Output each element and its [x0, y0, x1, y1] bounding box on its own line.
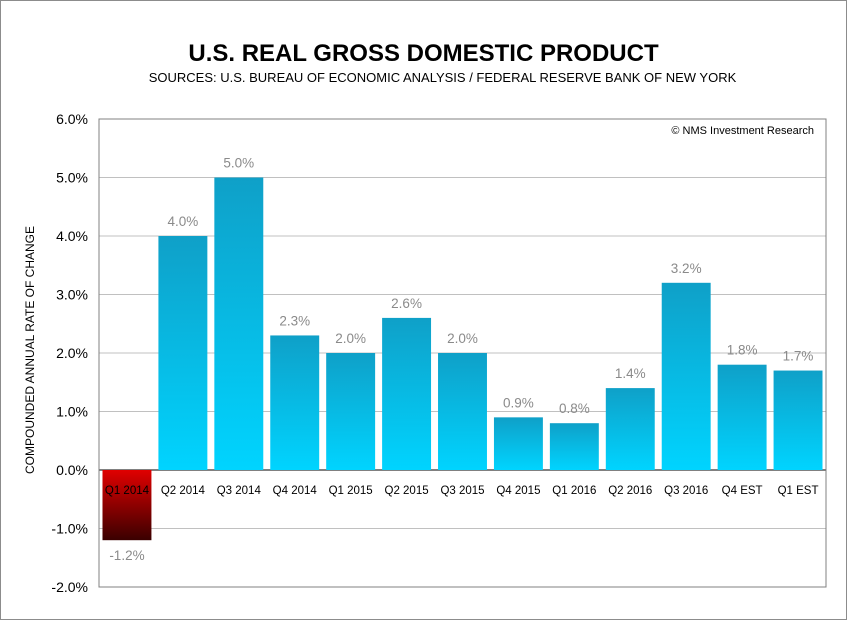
bar-q1-2014 — [102, 470, 152, 541]
chart-subtitle: SOURCES: U.S. BUREAU OF ECONOMIC ANALYSI… — [148, 70, 737, 85]
bar-q3-2014 — [214, 177, 264, 470]
y-axis-label: COMPOUNDED ANNUAL RATE OF CHANGE — [23, 226, 37, 474]
bar-q4-est — [717, 364, 767, 470]
x-category-label: Q4 2014 — [273, 485, 318, 497]
chart-title: U.S. REAL GROSS DOMESTIC PRODUCT — [188, 40, 659, 67]
data-label: 0.9% — [503, 395, 534, 410]
x-category-label: Q4 2015 — [496, 485, 540, 497]
y-tick-label: 0.0% — [56, 462, 88, 478]
bar-q4-2014 — [270, 335, 320, 470]
data-label: 1.7% — [783, 349, 814, 364]
bar-q1-est — [773, 370, 823, 470]
bar-q4-2015 — [493, 417, 543, 470]
plot-area-border — [98, 118, 827, 588]
data-label: 1.8% — [727, 343, 758, 358]
y-tick-label: 4.0% — [56, 228, 88, 244]
data-label: -1.2% — [109, 548, 144, 563]
data-label: 2.0% — [447, 331, 478, 346]
x-category-label: Q3 2014 — [217, 485, 262, 497]
x-category-label: Q1 2014 — [105, 485, 150, 497]
x-category-label: Q4 EST — [722, 485, 763, 497]
y-tick-label: -2.0% — [51, 579, 88, 595]
x-category-label: Q2 2016 — [608, 485, 652, 497]
bar-q1-2015 — [326, 353, 376, 470]
y-tick-label: -1.0% — [51, 521, 88, 537]
bar-q2-2016 — [605, 388, 655, 470]
data-label: 2.0% — [335, 331, 366, 346]
bar-q3-2016 — [661, 282, 711, 470]
data-label: 5.0% — [223, 156, 254, 171]
data-label: 2.3% — [279, 313, 310, 328]
credit-text: © NMS Investment Research — [671, 125, 814, 137]
data-label: 1.4% — [615, 366, 646, 381]
x-category-label: Q1 2015 — [329, 485, 373, 497]
x-category-label: Q2 2014 — [161, 485, 206, 497]
y-axis-ticks: -2.0% -1.0% 0.0% 1.0% 2.0% 3.0% 4.0% 5.0% 6.0% — [51, 111, 88, 595]
y-tick-label: 2.0% — [56, 345, 88, 361]
x-axis-categories: Q1 2014 Q2 2014 Q3 2014 Q4 2014 Q1 2015 Q2 20… — [105, 485, 819, 497]
data-label: 2.6% — [391, 296, 422, 311]
x-category-label: Q3 2016 — [664, 485, 708, 497]
x-category-label: Q1 EST — [778, 485, 819, 497]
bar-q3-2015 — [438, 353, 487, 470]
data-label: 4.0% — [167, 214, 198, 229]
y-tick-label: 1.0% — [56, 404, 88, 420]
data-labels: -1.2% 4.0% 5.0% 2.3% 2.0% 2.6% 2.0% 0.9% 0.8% 1.4… — [109, 156, 813, 564]
x-category-label: Q1 2016 — [552, 485, 596, 497]
bar-q1-2016 — [549, 423, 599, 470]
x-category-label: Q2 2015 — [385, 485, 429, 497]
y-tick-label: 3.0% — [56, 287, 88, 303]
y-tick-label: 6.0% — [56, 111, 88, 127]
data-label: 3.2% — [671, 261, 702, 276]
bars — [102, 177, 823, 541]
y-tick-label: 5.0% — [56, 170, 88, 186]
data-label: 0.8% — [559, 401, 590, 416]
x-category-label: Q3 2015 — [440, 485, 484, 497]
bar-q2-2015 — [382, 317, 432, 470]
bar-q2-2014 — [158, 236, 208, 470]
